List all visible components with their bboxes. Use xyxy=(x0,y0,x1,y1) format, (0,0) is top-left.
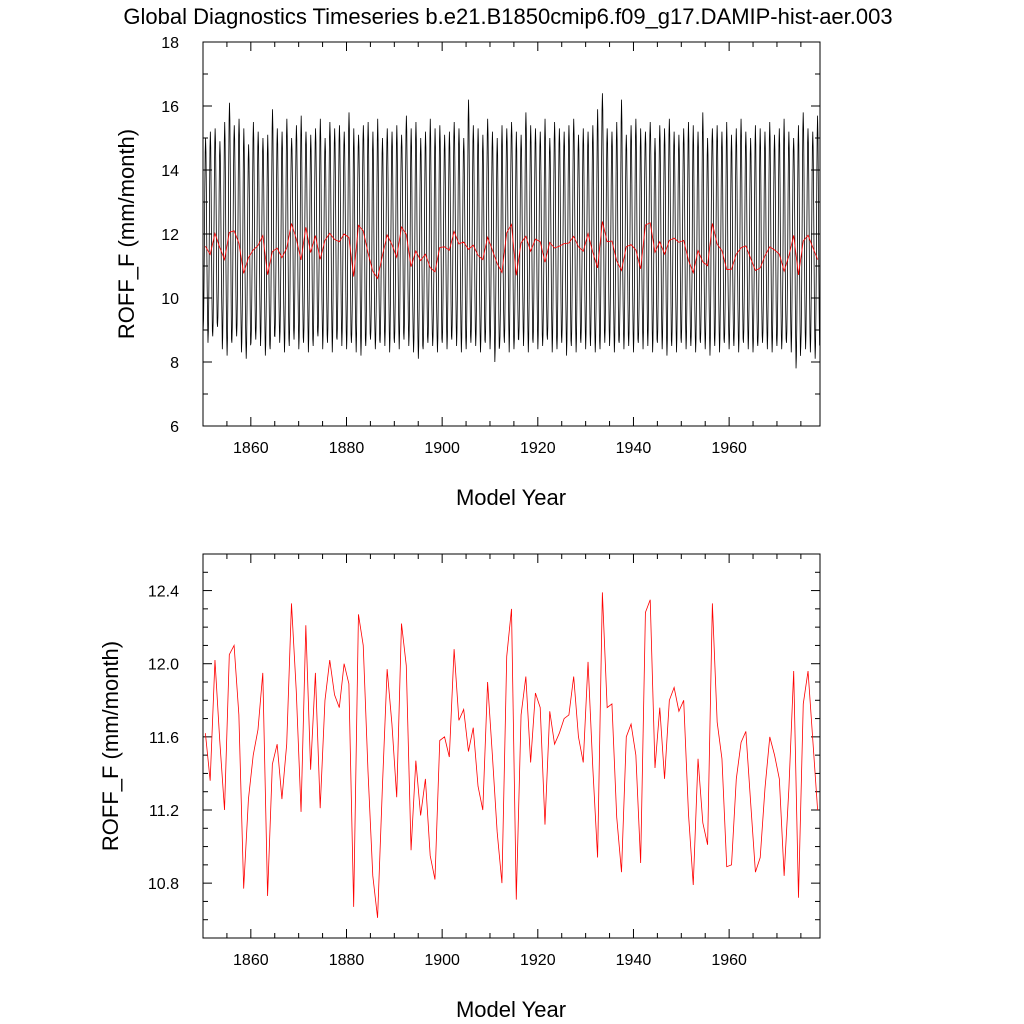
chart-title: Global Diagnostics Timeseries b.e21.B185… xyxy=(123,4,892,29)
bottom-y-tick-label: 10.8 xyxy=(148,876,179,893)
bottom-plot-frame xyxy=(202,553,821,939)
top-plot-frame xyxy=(202,41,821,427)
annual-mean-series-line xyxy=(205,221,818,280)
annual-mean-series-line-bottom xyxy=(204,592,819,918)
bottom-y-tick-label: 12.0 xyxy=(148,657,179,674)
bottom-x-tick-label: 1860 xyxy=(233,952,269,969)
bottom-x-tick-label: 1900 xyxy=(424,952,460,969)
top-series-group xyxy=(202,93,820,369)
top-y-axis-label: ROFF_F (mm/month) xyxy=(114,129,139,339)
top-x-axis-label: Model Year xyxy=(456,485,566,510)
top-tick-labels: 1860 1880 1900 1920 1940 1960 6 8 10 12 14 16 18 xyxy=(161,35,747,457)
bottom-series-group xyxy=(204,592,819,918)
bottom-x-tick-label: 1960 xyxy=(711,952,747,969)
bottom-tick-labels: 1860 1880 1900 1920 1940 1960 10.8 11.2 11.6 12.0… xyxy=(148,584,747,969)
top-x-tick-label: 1860 xyxy=(233,440,269,457)
bottom-panel: 1860 1880 1900 1920 1940 1960 10.8 11.2 11.6 12.0… xyxy=(98,553,821,1022)
bottom-y-tick-label: 11.6 xyxy=(149,730,179,747)
top-y-tick-label: 14 xyxy=(161,163,179,180)
top-panel: 1860 1880 1900 1920 1940 1960 6 8 10 12 14 16 18 Mod… xyxy=(114,35,821,510)
top-y-tick-label: 18 xyxy=(161,35,179,52)
monthly-series-line xyxy=(202,93,820,369)
bottom-x-axis-label: Model Year xyxy=(456,997,566,1022)
top-y-tick-label: 10 xyxy=(161,291,179,308)
top-x-tick-label: 1940 xyxy=(616,440,652,457)
bottom-y-tick-label: 12.4 xyxy=(148,584,179,601)
bottom-x-tick-label: 1940 xyxy=(616,952,652,969)
top-y-tick-label: 8 xyxy=(170,355,179,372)
bottom-y-axis-label: ROFF_F (mm/month) xyxy=(98,641,123,851)
top-y-tick-label: 12 xyxy=(161,227,179,244)
top-x-tick-label: 1900 xyxy=(424,440,460,457)
top-axis-ticks xyxy=(202,41,820,427)
top-x-tick-label: 1960 xyxy=(711,440,747,457)
bottom-y-tick-label: 11.2 xyxy=(149,803,179,820)
top-x-tick-label: 1920 xyxy=(520,440,556,457)
bottom-axis-ticks xyxy=(202,553,820,939)
bottom-x-tick-label: 1880 xyxy=(329,952,365,969)
top-y-tick-label: 16 xyxy=(161,99,179,116)
top-x-tick-label: 1880 xyxy=(329,440,365,457)
top-y-tick-label: 6 xyxy=(170,419,179,436)
bottom-x-tick-label: 1920 xyxy=(520,952,556,969)
